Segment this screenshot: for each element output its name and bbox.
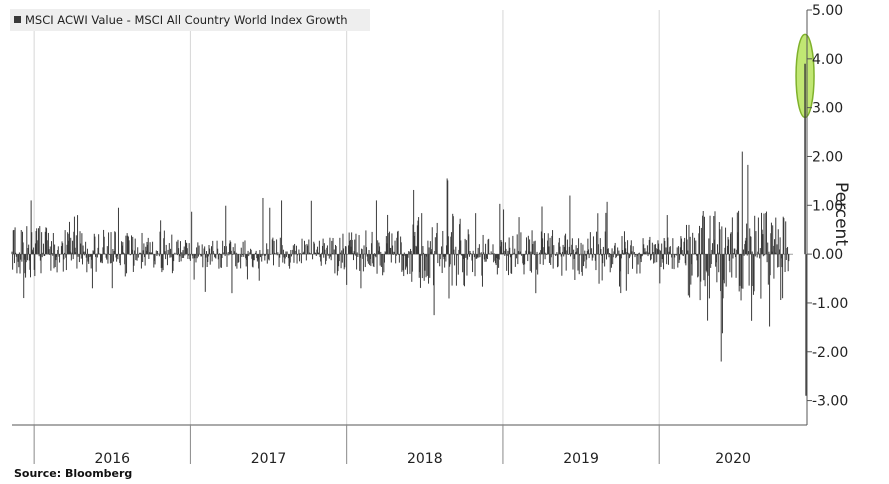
- y-tick-label: 1.00: [812, 198, 843, 214]
- y-tick-label: 0.00: [812, 247, 843, 263]
- y-tick-label: -1.00: [812, 296, 848, 312]
- y-tick-label: 3.00: [812, 101, 843, 117]
- legend-label: MSCI ACWI Value - MSCI All Country World…: [25, 13, 348, 27]
- y-tick-label: 5.00: [812, 3, 843, 19]
- x-tick-label-2018: 2018: [407, 451, 443, 467]
- y-tick-label: -3.00: [812, 394, 848, 410]
- source-note: Source: Bloomberg: [14, 467, 133, 480]
- x-tick-label-2019: 2019: [563, 451, 599, 467]
- legend-swatch: [14, 16, 21, 23]
- y-tick-label: 2.00: [812, 149, 843, 165]
- highlight-annotation: [795, 33, 815, 255]
- x-axis: 2016 2017 2018 2019 2020: [12, 424, 807, 467]
- x-tick-label-2020: 2020: [715, 451, 751, 467]
- legend: MSCI ACWI Value - MSCI All Country World…: [10, 9, 370, 31]
- x-tick-label-2017: 2017: [251, 451, 287, 467]
- y-tick-label: -2.00: [812, 345, 848, 361]
- y-axis: 5.00 4.00 3.00 2.00 1.00 0.00 -1.00 -2.00 -3.00: [806, 3, 848, 425]
- data-bars: [11, 63, 807, 396]
- y-tick-label: 4.00: [812, 52, 843, 68]
- legend-background: [10, 9, 370, 31]
- grid-lines: [33, 10, 660, 425]
- y-axis-title: Percent: [831, 182, 851, 246]
- x-tick-label-2016: 2016: [94, 451, 130, 467]
